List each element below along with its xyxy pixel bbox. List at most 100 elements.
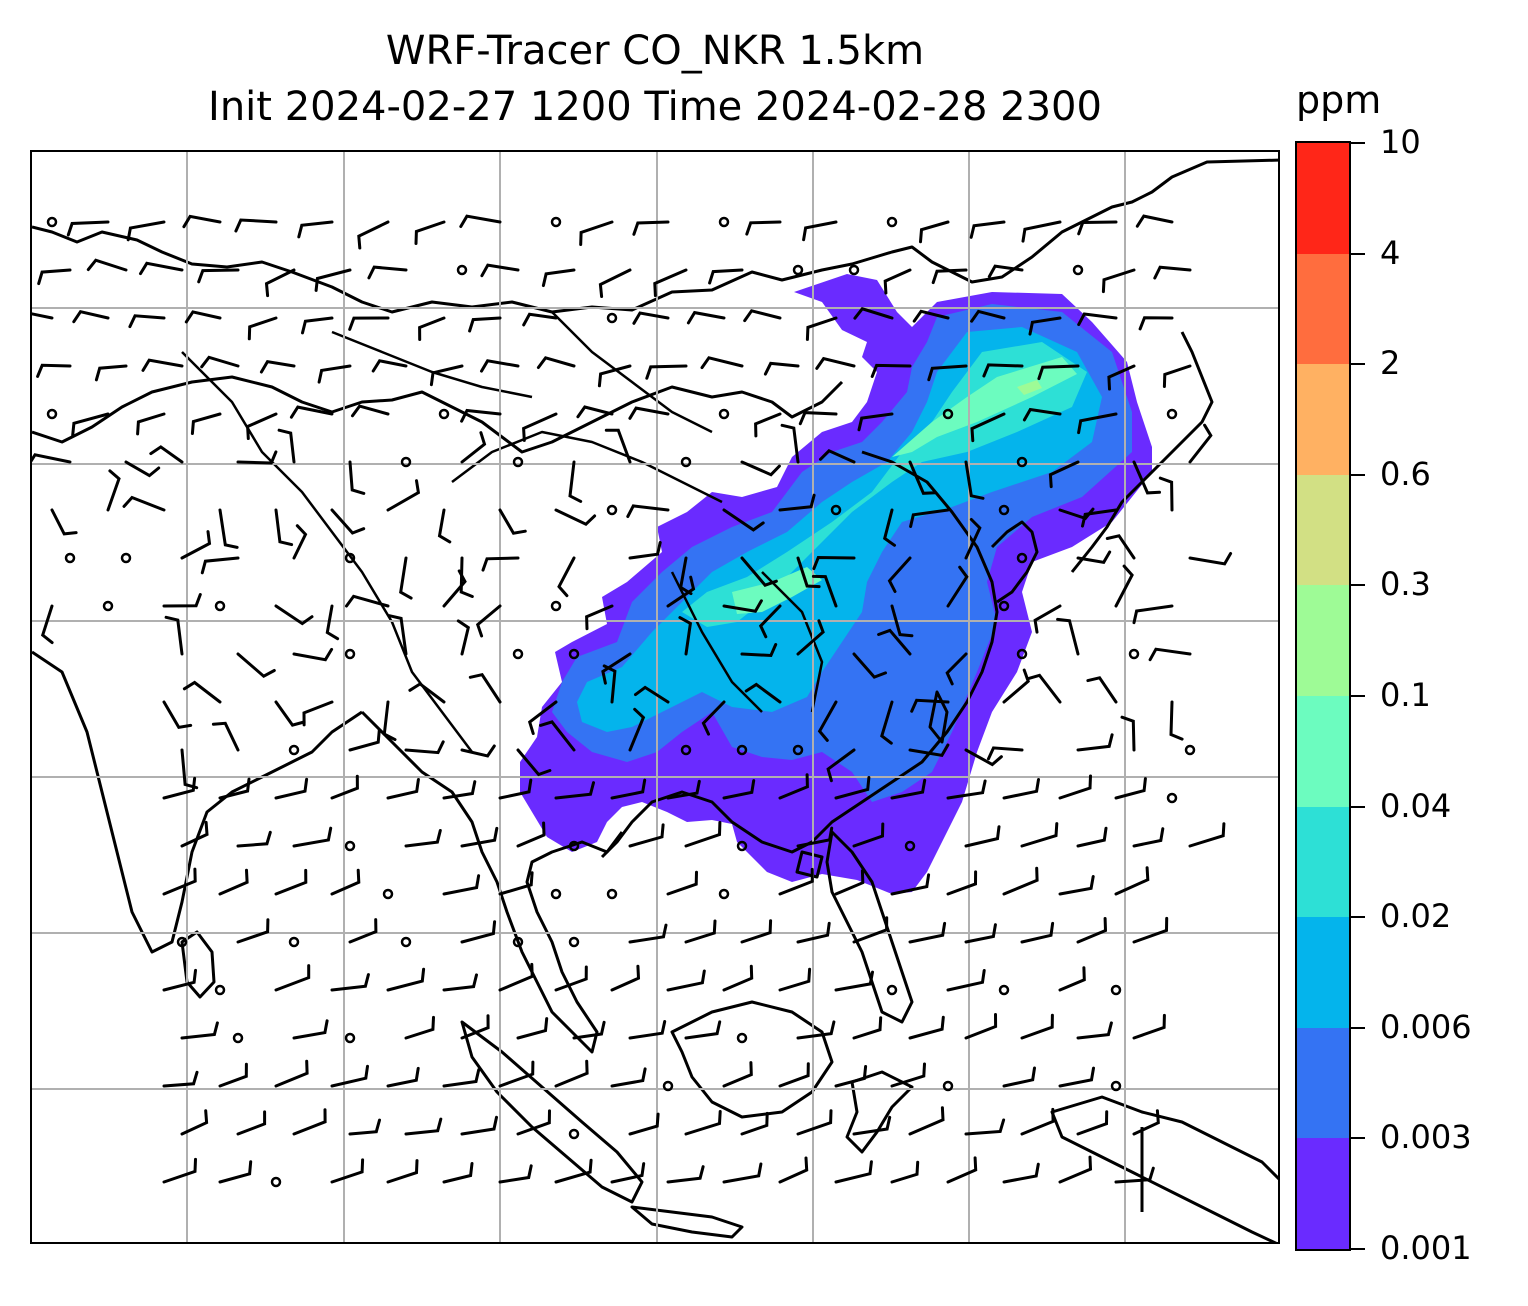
wind-barb (912, 309, 950, 323)
coastline-borneo (670, 1000, 834, 1119)
coastline-java (630, 1205, 744, 1239)
wind-barb (1114, 866, 1150, 896)
wind-barb (568, 460, 583, 503)
wind-barb (610, 778, 647, 800)
colorbar-tick (1351, 584, 1365, 587)
wind-barb (1132, 460, 1161, 495)
wind-barb (264, 268, 296, 298)
wind-barb (218, 1062, 248, 1088)
wind-barb (460, 744, 496, 758)
calm-wind-marker (438, 408, 450, 420)
gridlines (32, 152, 1278, 1242)
wind-barb (1077, 312, 1118, 327)
calm-wind-marker (1016, 456, 1028, 468)
wind-barb (852, 652, 887, 679)
wind-barb (442, 1068, 481, 1088)
wind-barb (330, 868, 361, 896)
wind-barb (348, 1118, 381, 1136)
wind-barb (184, 310, 222, 324)
wind-barb (628, 406, 670, 420)
wind-barb (182, 680, 222, 704)
wind-barb (982, 363, 1024, 378)
calm-wind-marker (998, 984, 1010, 996)
wind-barb (576, 405, 614, 419)
wind-barb (722, 779, 756, 800)
calm-wind-marker (792, 744, 804, 756)
wind-barb (1162, 364, 1192, 388)
calm-wind-marker (568, 1128, 580, 1140)
wind-barb (604, 428, 632, 464)
wind-barb (274, 508, 294, 547)
wind-barb (1158, 476, 1174, 512)
wind-barb (277, 428, 296, 464)
wind-barb (480, 263, 520, 278)
wind-barb (1002, 1066, 1036, 1088)
coastline-korea-japan (1070, 331, 1214, 573)
wind-barb (348, 460, 366, 495)
wind-barb (180, 820, 209, 848)
calm-wind-marker (942, 1080, 954, 1092)
colorbar-tick (1351, 1248, 1365, 1250)
colorbar-tick (1351, 805, 1365, 808)
wind-barb (414, 220, 446, 245)
calm-wind-marker (400, 936, 412, 948)
wind-barb (246, 412, 278, 440)
wind-barb (498, 1164, 533, 1184)
wind-barb (666, 969, 706, 992)
wind-barb (36, 363, 72, 378)
wind-barb (796, 556, 821, 589)
colorbar-segment (1297, 806, 1349, 918)
colorbar-tick (1351, 1026, 1365, 1029)
wind-barb (908, 921, 947, 944)
wind-barb (274, 604, 314, 626)
wind-barb (1132, 604, 1174, 625)
map-canvas (32, 152, 1278, 1242)
colorbar-tick-label: 0.006 (1380, 1007, 1472, 1046)
wind-barb (126, 220, 166, 242)
wind-barb (218, 508, 239, 549)
calm-wind-marker (998, 504, 1010, 516)
wind-barb (1020, 822, 1059, 848)
wind-barb (805, 316, 838, 341)
wind-barb (796, 1020, 836, 1040)
calm-wind-marker (886, 216, 898, 228)
wind-barb (778, 1156, 809, 1184)
coastline-northasia-inner (32, 375, 844, 454)
wind-barb (292, 1019, 329, 1040)
wind-barb (498, 962, 534, 992)
wind-barb (1048, 460, 1080, 489)
wind-barb (666, 1165, 705, 1184)
wind-barb (1169, 700, 1184, 741)
wind-barb (386, 967, 426, 992)
wind-barb (722, 964, 754, 992)
calm-wind-marker (550, 600, 562, 612)
wind-barb (852, 1016, 883, 1040)
wind-barb (1101, 268, 1136, 294)
wind-barb (722, 1162, 763, 1184)
wind-barb (386, 1159, 419, 1184)
wind-barb (1022, 407, 1062, 422)
calm-wind-marker (1016, 648, 1028, 660)
wind-barb (796, 921, 831, 944)
calm-wind-marker (718, 888, 730, 900)
wind-barb (964, 460, 985, 500)
wind-barb (37, 268, 72, 286)
calm-wind-marker (382, 888, 394, 900)
wind-barb (602, 664, 617, 704)
wind-barb (539, 720, 576, 752)
wind-barb (877, 628, 912, 656)
wind-barb (740, 460, 781, 477)
wind-barb (909, 508, 950, 528)
wind-barb (437, 508, 452, 544)
wind-barb (554, 508, 597, 526)
wind-barb (122, 495, 166, 512)
wind-barb (475, 604, 502, 638)
wind-barb (1138, 316, 1174, 331)
wind-barb (882, 508, 896, 547)
wind-barb (1037, 364, 1080, 381)
wind-barb (740, 556, 778, 587)
wind-barb (218, 777, 251, 800)
wind-barb (86, 258, 128, 272)
wind-barb (481, 556, 520, 572)
wind-barb (442, 973, 478, 992)
